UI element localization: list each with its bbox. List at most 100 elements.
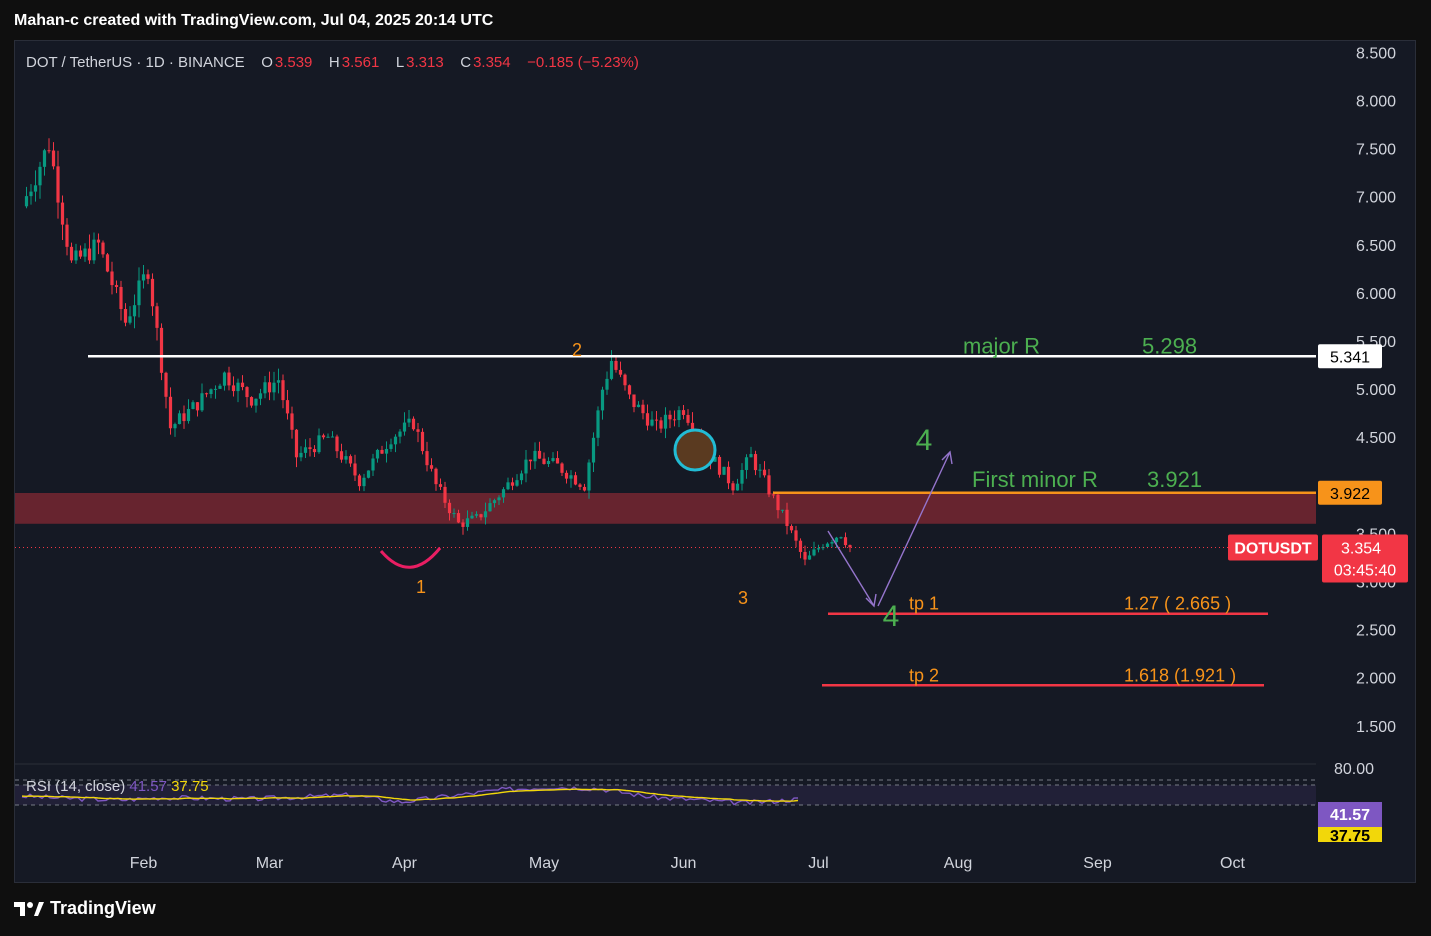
change-value: −0.185 (−5.23%): [527, 54, 639, 71]
candle-body: [411, 418, 416, 430]
low-label: L: [395, 54, 405, 71]
candle-body: [663, 414, 668, 429]
projection-arrow-down-head: [865, 593, 877, 608]
candle: [582, 483, 587, 492]
candle: [141, 265, 146, 289]
y-tick-label: 6.500: [1356, 238, 1396, 255]
candle: [497, 495, 501, 506]
rsi-value: 41.57: [129, 778, 167, 795]
wave-label-1: 1: [416, 577, 426, 597]
candle: [96, 233, 101, 255]
candle-body: [357, 475, 362, 487]
projection-arrow-up-head: [941, 450, 953, 465]
candle-body: [492, 500, 497, 504]
wave-1-arc: [379, 547, 442, 569]
candle-body: [69, 246, 74, 261]
candle-body: [465, 518, 470, 527]
candle-body: [600, 389, 605, 411]
candle-body: [429, 465, 434, 469]
candle: [303, 439, 308, 459]
candle-body: [299, 452, 303, 458]
candle-body: [398, 431, 402, 437]
candle-body: [758, 469, 762, 471]
candle-body: [209, 389, 213, 395]
candle-body: [281, 380, 285, 401]
candle-body: [150, 278, 155, 307]
candle: [384, 441, 389, 463]
candle: [537, 441, 542, 459]
candle: [830, 539, 834, 548]
candle: [551, 452, 555, 463]
y-tick-label: 1.500: [1356, 719, 1396, 736]
candle: [263, 376, 267, 399]
candle: [668, 410, 672, 429]
candle-body: [479, 514, 483, 518]
rsi-ma-value: 37.75: [171, 778, 209, 795]
rsi-legend: RSI (14, close) 41.57 37.75: [26, 778, 209, 795]
candle-body: [191, 402, 195, 409]
rsi-ma-line: [21, 788, 799, 802]
candle: [740, 463, 744, 491]
candle: [114, 280, 119, 294]
candle: [231, 376, 236, 397]
rsi-badge: [1318, 802, 1382, 827]
candle: [389, 438, 393, 452]
candle: [411, 416, 416, 431]
candle: [578, 483, 582, 491]
candle-body: [488, 503, 492, 512]
candle-body: [317, 435, 321, 453]
candle: [618, 361, 623, 378]
candle: [294, 429, 299, 468]
candle-body: [173, 424, 177, 429]
candle: [380, 445, 384, 454]
y-tick-label: 8.000: [1356, 94, 1396, 111]
candle: [425, 441, 429, 472]
candle-body: [312, 449, 317, 453]
candle-body: [96, 239, 101, 243]
ohlc-legend: DOT / TetherUS · 1D · BINANCE O 3.539 H 3.…: [26, 54, 641, 71]
candle: [533, 442, 537, 469]
candle-body: [632, 394, 636, 408]
candle: [42, 148, 47, 176]
x-tick-label: Apr: [392, 855, 418, 872]
candle: [222, 371, 227, 391]
candle: [267, 371, 272, 401]
tradingview-logo[interactable]: TradingView: [14, 898, 156, 919]
candle-body: [452, 513, 456, 515]
candle: [335, 434, 339, 458]
candle: [218, 383, 222, 389]
candle: [681, 405, 686, 420]
candle-body: [560, 463, 564, 473]
candle-body: [668, 414, 672, 420]
candle: [461, 519, 465, 535]
rsi-title[interactable]: RSI (14, close): [26, 778, 126, 795]
candle-body: [123, 309, 128, 323]
major-r-axis-badge: [1318, 344, 1382, 369]
candle: [749, 446, 753, 458]
candle: [843, 532, 848, 548]
candle: [848, 544, 852, 553]
price-badge-value: 3.354: [1341, 540, 1381, 557]
candle-body: [510, 482, 515, 486]
candle-body: [29, 191, 33, 197]
candle-body: [794, 530, 798, 541]
candle: [254, 398, 258, 413]
candle-body: [807, 555, 812, 560]
candle: [33, 170, 38, 202]
candle-body: [843, 537, 848, 546]
candle: [465, 510, 470, 531]
symbol-title[interactable]: DOT / TetherUS · 1D · BINANCE: [26, 54, 245, 71]
candle: [645, 404, 650, 431]
candle: [92, 232, 96, 264]
candle: [326, 433, 330, 438]
candle: [29, 184, 33, 205]
candle-body: [578, 484, 582, 487]
candle-body: [609, 360, 614, 379]
candle: [726, 461, 731, 490]
y-tick-label: 5.000: [1356, 382, 1396, 399]
candle-body: [780, 509, 785, 511]
candle-body: [249, 397, 254, 406]
candle: [816, 544, 821, 553]
candle-body: [348, 456, 353, 464]
